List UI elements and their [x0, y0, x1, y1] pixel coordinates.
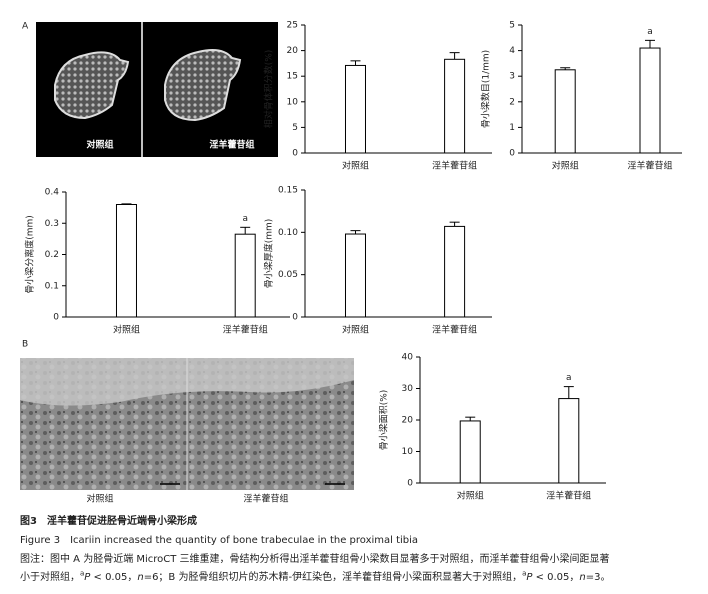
bone-render	[164, 49, 242, 122]
y-tick-label: 20	[287, 46, 299, 56]
image-label: 对照组	[86, 493, 113, 505]
y-tick-label: 0	[509, 149, 515, 159]
y-tick-label: 40	[402, 353, 414, 363]
x-tick-label: 淫羊藿苷组	[223, 324, 268, 336]
image-label: 对照组	[86, 139, 113, 151]
y-tick-label: 0	[292, 313, 298, 323]
panel-label: B	[22, 340, 28, 350]
x-tick-label: 对照组	[552, 160, 579, 172]
bar	[344, 64, 366, 154]
y-tick-label: 25	[287, 21, 298, 31]
caption-title-en: Figure 3 Icariin increased the quantity …	[20, 535, 419, 546]
note-text: 小于对照组，	[20, 572, 80, 583]
bar	[639, 47, 661, 154]
y-axis-label: 骨小梁分离度(mm)	[24, 215, 36, 294]
x-tick-label: 对照组	[342, 324, 369, 336]
note-text: < 0.05，	[90, 572, 138, 583]
y-tick-label: 0	[407, 479, 413, 489]
y-tick-label: 30	[402, 384, 414, 394]
x-tick-label: 对照组	[113, 324, 140, 336]
bar	[344, 233, 366, 318]
y-tick-label: 0	[292, 149, 298, 159]
bar	[234, 233, 256, 318]
bar	[554, 69, 576, 154]
annotation: a	[242, 214, 248, 224]
note-sup: a	[522, 569, 527, 578]
x-tick-label: 淫羊藿苷组	[627, 160, 672, 172]
y-tick-label: 5	[509, 21, 515, 31]
y-tick-label: 0	[53, 313, 59, 323]
y-tick-label: 0.15	[278, 186, 298, 196]
y-tick-label: 1	[509, 123, 515, 133]
y-tick-label: 4	[509, 46, 515, 56]
y-tick-label: 10	[402, 447, 414, 457]
caption-note: 图注：图中 A 为胫骨近端 MicroCT 三维重建，骨结构分析得出淫羊藿苷组骨…	[20, 554, 610, 565]
y-tick-label: 0.2	[45, 250, 59, 260]
y-tick-label: 0.4	[45, 188, 60, 198]
caption-note: 小于对照组，aP < 0.05，n=6；B 为胫骨组织切片的苏木精-伊红染色，淫…	[20, 568, 611, 583]
x-tick-label: 淫羊藿苷组	[546, 490, 591, 502]
bar	[444, 225, 466, 318]
y-tick-label: 3	[509, 72, 515, 82]
bar	[459, 420, 481, 484]
annotation: a	[566, 373, 572, 383]
note-text: =6；B 为胫骨组织切片的苏木精-伊红染色，淫羊藿苷组骨小梁面积显著大于对照组，	[143, 572, 523, 583]
note-italic: P	[84, 572, 91, 583]
y-axis-label: 骨小梁数目(1/mm)	[480, 50, 492, 128]
caption-title: 图3 淫羊藿苷促进胫骨近端骨小梁形成	[20, 516, 197, 527]
note-italic: P	[526, 572, 533, 583]
y-tick-label: 0.05	[278, 270, 298, 280]
image-label: 淫羊藿苷组	[209, 139, 254, 151]
y-tick-label: 20	[402, 416, 414, 426]
bar	[115, 204, 137, 318]
bone-render	[54, 51, 130, 120]
x-tick-label: 淫羊藿苷组	[432, 160, 477, 172]
y-tick-label: 0.3	[45, 219, 59, 229]
y-tick-label: 5	[292, 123, 298, 133]
panel-label: A	[22, 22, 29, 32]
y-axis-label: 骨小梁面积(%)	[378, 390, 390, 451]
y-tick-label: 0.10	[278, 228, 298, 238]
annotation: a	[647, 27, 653, 37]
bar	[444, 58, 466, 154]
y-axis-label: 骨小梁厚度(mm)	[263, 219, 275, 289]
y-axis-label: 相对骨体积分数(%)	[263, 50, 275, 129]
note-italic: n	[579, 572, 586, 583]
note-italic: n	[137, 572, 144, 583]
figure: A 对照组 淫羊藿苷组 B 对照组 淫羊藿苷组 0510152025相对骨体积分…	[20, 21, 682, 505]
y-tick-label: 0.1	[45, 281, 59, 291]
y-tick-label: 15	[287, 72, 298, 82]
image-label: 淫羊藿苷组	[243, 493, 288, 505]
x-tick-label: 淫羊藿苷组	[432, 324, 477, 336]
note-text: =3。	[585, 572, 611, 583]
x-tick-label: 对照组	[457, 490, 484, 502]
x-tick-label: 对照组	[342, 160, 369, 172]
y-tick-label: 2	[509, 97, 515, 107]
y-tick-label: 10	[287, 97, 299, 107]
note-sup: a	[80, 569, 85, 578]
note-text: < 0.05，	[532, 572, 580, 583]
bar	[558, 398, 580, 484]
